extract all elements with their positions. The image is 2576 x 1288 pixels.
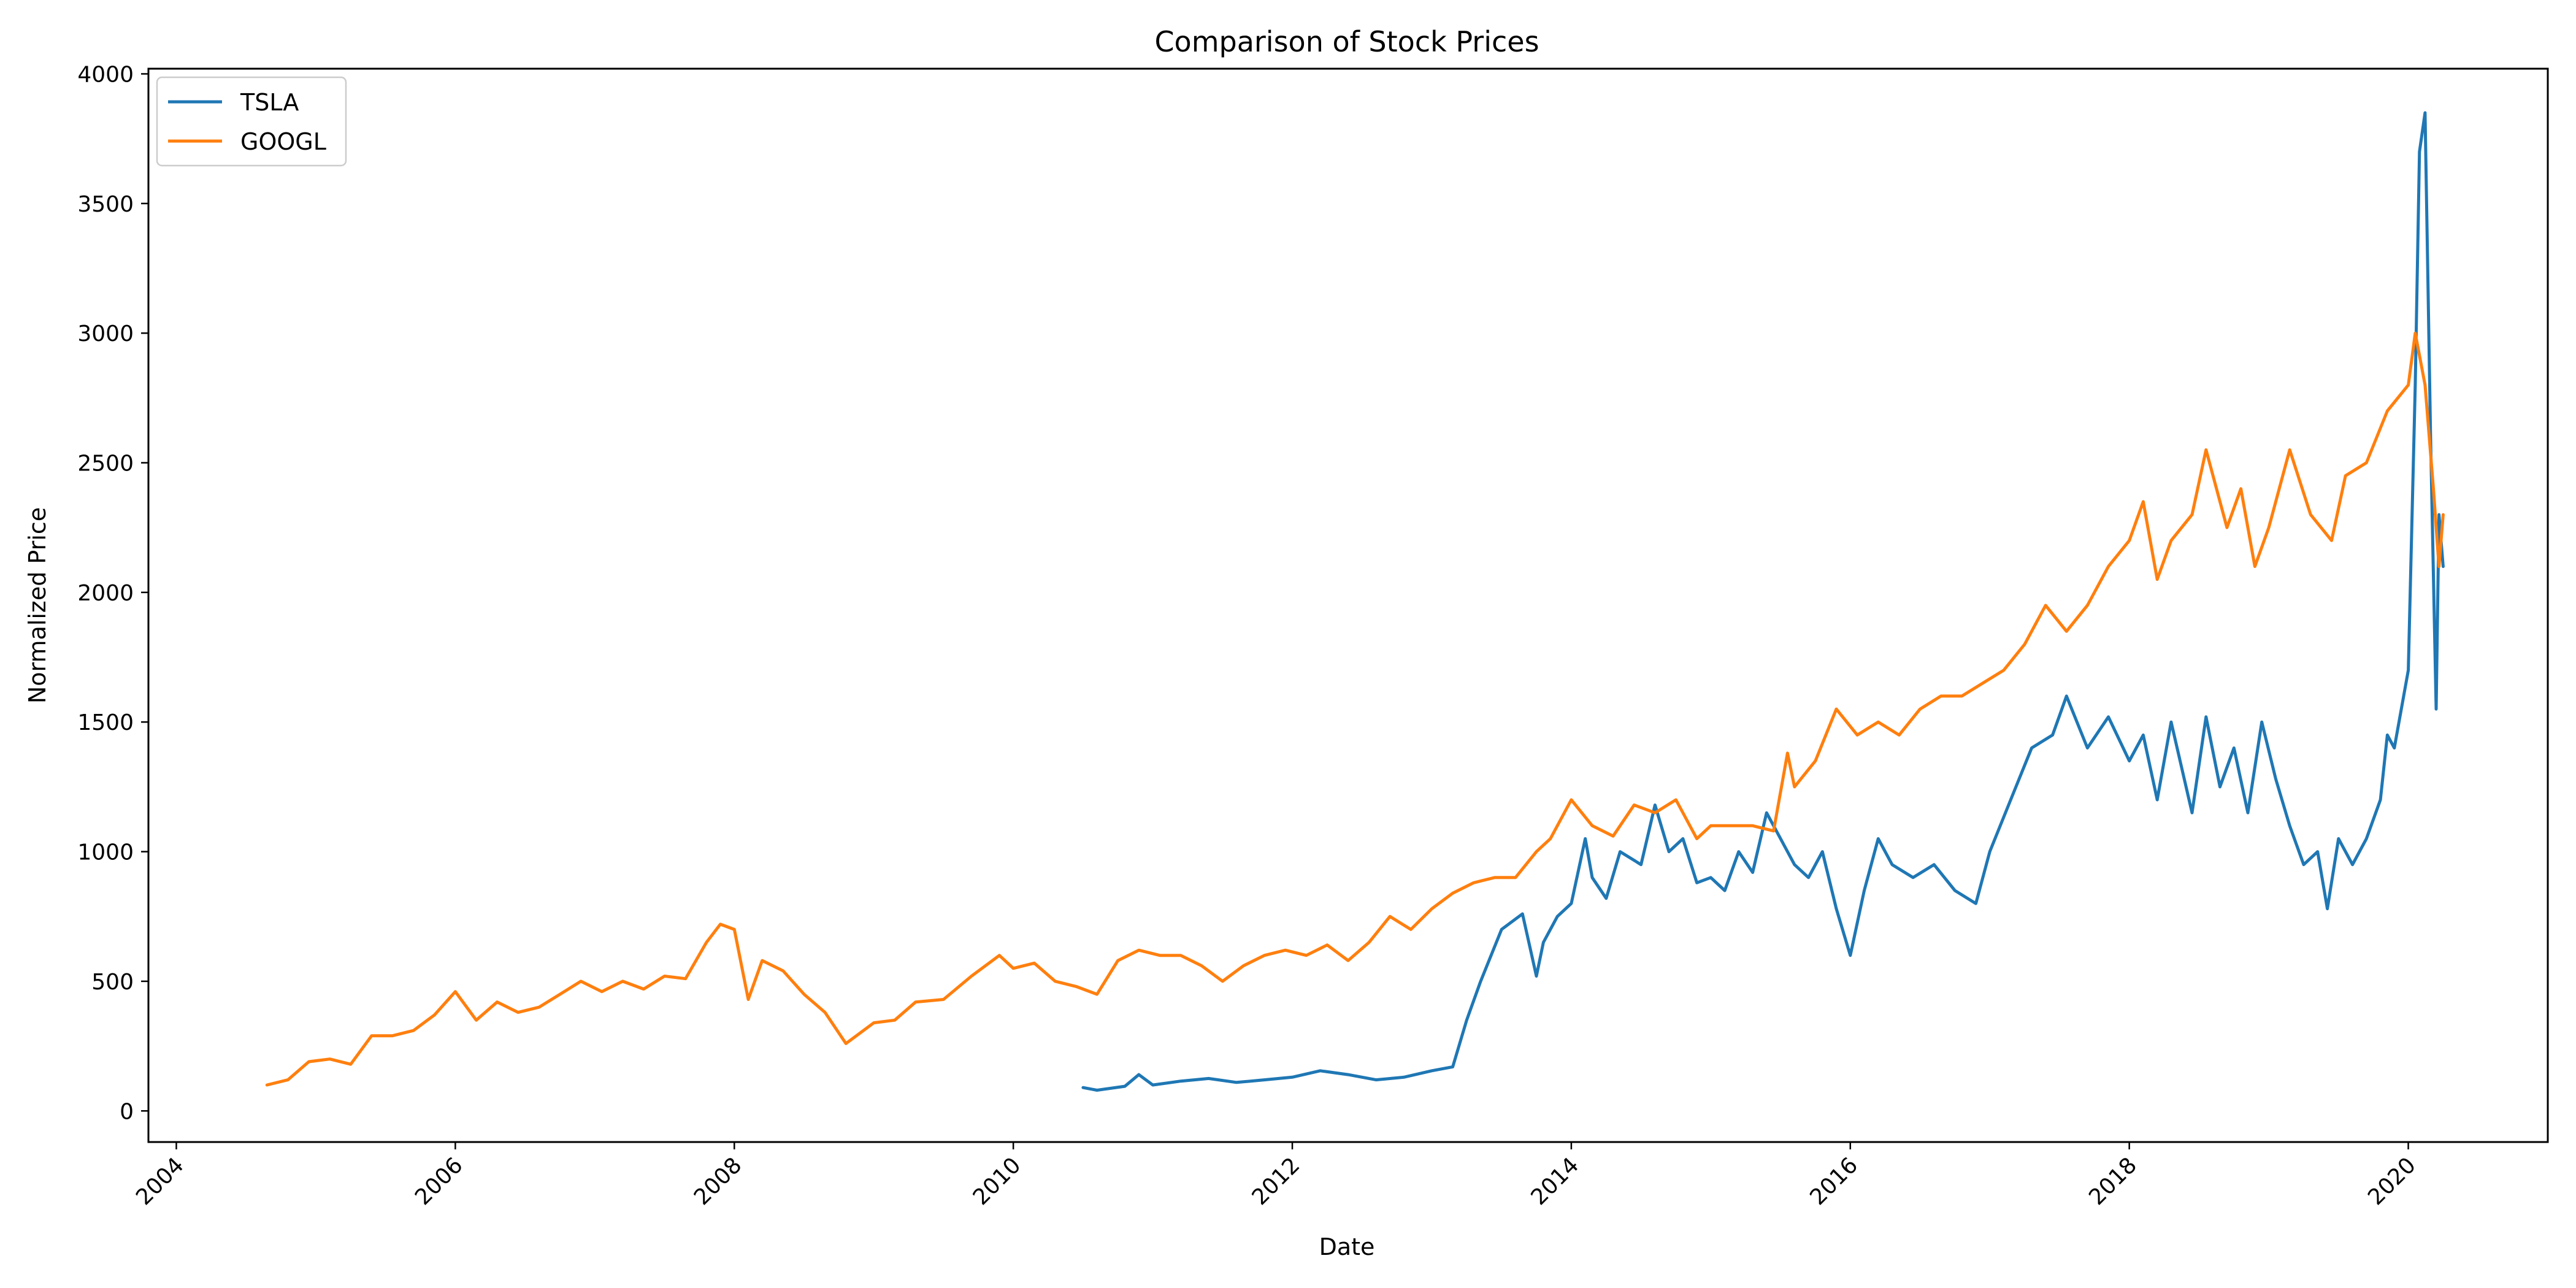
y-tick-label: 1500 <box>77 710 134 735</box>
legend: TSLA GOOGL <box>156 76 347 167</box>
legend-label-tsla: TSLA <box>240 89 299 116</box>
x-axis: 2004 2006 2008 2010 2012 2014 2016 2018 2020 <box>131 1142 2421 1210</box>
y-tick-label: 2500 <box>77 451 134 477</box>
x-tick-label: 2008 <box>689 1152 747 1210</box>
plot-frame <box>147 67 2549 1143</box>
y-tick-label: 500 <box>91 970 134 995</box>
chart-title: Comparison of Stock Prices <box>1154 25 1539 58</box>
y-tick-label: 4000 <box>77 62 134 87</box>
y-tick-label: 2000 <box>77 581 134 606</box>
series-line-googl <box>265 331 2445 1087</box>
y-tick-label: 1000 <box>77 840 134 865</box>
y-tick-label: 3000 <box>77 321 134 347</box>
x-tick-label: 2006 <box>410 1152 468 1210</box>
legend-label-googl: GOOGL <box>240 128 326 155</box>
y-tick-label: 0 <box>120 1099 134 1124</box>
x-tick-label: 2018 <box>2084 1152 2142 1210</box>
x-tick-label: 2020 <box>2363 1152 2421 1210</box>
y-axis: 0 500 1000 1500 2000 2500 3000 3500 4000 <box>77 62 148 1124</box>
plot-area <box>147 67 2549 1143</box>
x-tick-label: 2004 <box>131 1152 189 1210</box>
x-tick-label: 2016 <box>1805 1152 1863 1210</box>
x-axis-label: Date <box>1319 1233 1375 1260</box>
legend-box <box>156 76 347 167</box>
x-tick-label: 2012 <box>1248 1152 1305 1210</box>
y-tick-label: 3500 <box>77 192 134 217</box>
series-layer <box>265 111 2445 1092</box>
series-line-tsla <box>1081 111 2445 1092</box>
y-axis-label: Normalized Price <box>24 507 51 703</box>
x-tick-label: 2010 <box>968 1152 1026 1210</box>
x-tick-label: 2014 <box>1526 1152 1584 1210</box>
